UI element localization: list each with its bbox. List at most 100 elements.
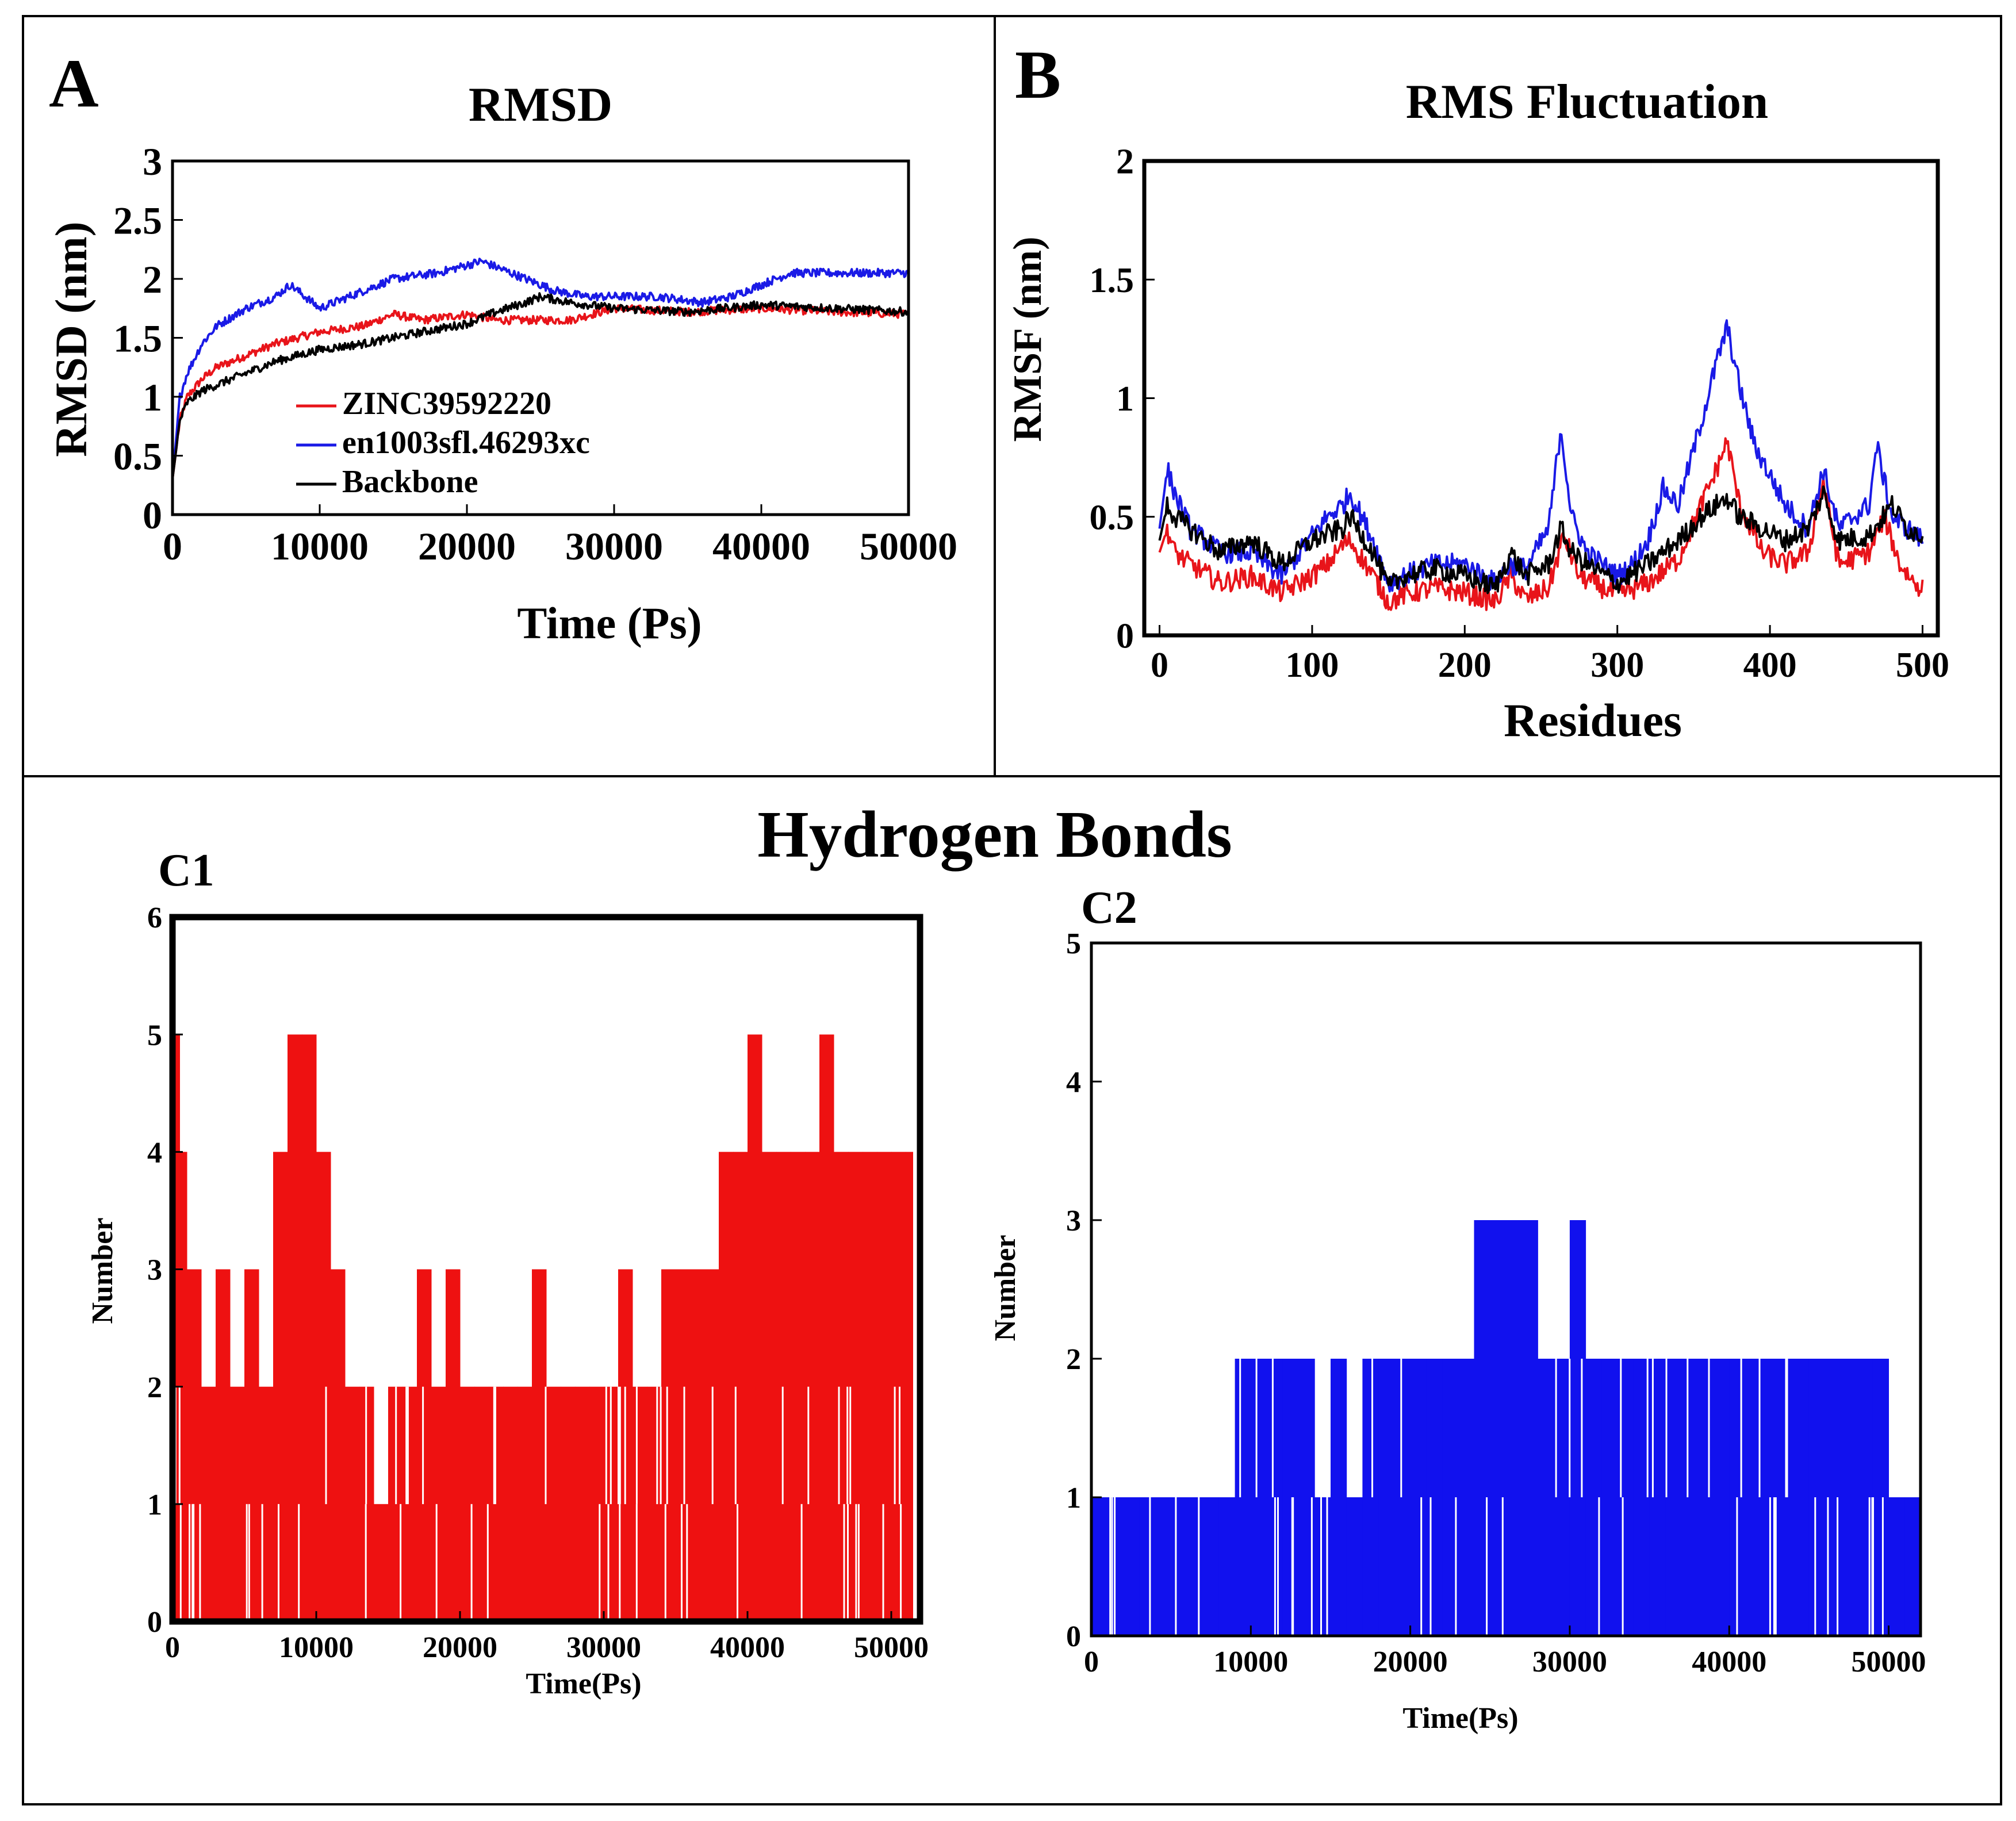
hbond-bar	[345, 1386, 360, 1621]
y-tick-label: 1	[1066, 1482, 1081, 1515]
hbond-gap	[365, 1386, 367, 1504]
rmsf-chart: 0 100 200 300 400 500 0 0.5 1 1.5 2 Residues RMSF (n…	[1006, 75, 1949, 746]
x-tick-label: 0	[163, 524, 182, 568]
hbond-gap	[1773, 1497, 1775, 1636]
hbond-gap	[781, 1386, 784, 1504]
hbond-gap	[405, 1386, 408, 1504]
hbond-bar	[647, 1386, 662, 1621]
hbond-gap	[1292, 1497, 1294, 1636]
hbond-gap	[1095, 1359, 1098, 1497]
hbond-gap	[261, 1504, 263, 1621]
hbond-bar	[1458, 1359, 1474, 1636]
hbond-bar	[1713, 1359, 1730, 1636]
hbond-bar	[503, 1386, 518, 1621]
y-tick-label: 1	[143, 375, 162, 419]
x-tick-label: 20000	[418, 524, 516, 568]
hbond-gap	[847, 1504, 849, 1621]
x-tick-label: 20000	[1373, 1646, 1448, 1678]
hbond-gap	[1229, 1359, 1232, 1497]
hbond-gap	[1646, 1359, 1649, 1497]
hbond-gap	[1622, 1497, 1624, 1636]
hbond-bar	[1203, 1497, 1220, 1636]
hbond-gap	[1872, 1497, 1874, 1636]
hbond-gap	[407, 1386, 409, 1504]
hbond-bar	[819, 1034, 834, 1621]
hbond-gap	[246, 1504, 248, 1621]
hbond-bar	[891, 1152, 906, 1621]
hbond-gap	[1736, 1497, 1738, 1636]
x-tick-label: 10000	[271, 524, 369, 568]
hbond-gap	[599, 1504, 601, 1621]
hbond-gap	[1277, 1497, 1279, 1636]
hbond-gap	[1814, 1497, 1816, 1636]
y-tick-label: 0.5	[1090, 498, 1135, 537]
hbond-bar	[776, 1152, 791, 1621]
hbond-gap	[1099, 1359, 1102, 1497]
hbond-gap	[635, 1504, 638, 1621]
hbond-gap	[1785, 1359, 1787, 1497]
hbond-gap	[1837, 1497, 1839, 1636]
hbond-bar	[316, 1152, 331, 1621]
panel-a-label: A	[49, 45, 99, 121]
hbond-bar	[1538, 1359, 1554, 1636]
y-tick-label: 0	[1116, 617, 1134, 656]
y-tick-label: 2	[1116, 143, 1134, 182]
hbond-gap	[1620, 1359, 1622, 1497]
hbond-gap	[298, 1504, 300, 1621]
hbond-gap	[1274, 1497, 1276, 1636]
x-tick-label: 200	[1438, 646, 1492, 685]
hbond-bar	[633, 1386, 647, 1621]
hbond-bar	[1904, 1497, 1921, 1636]
legend-label: Backbone	[342, 464, 478, 500]
hbond-bar	[1426, 1359, 1443, 1636]
hbond-gap	[1310, 1497, 1313, 1636]
hbond-bar	[302, 1034, 317, 1621]
hbond-gap	[857, 1504, 860, 1621]
hbond-bar	[1235, 1359, 1251, 1636]
hbond-bar	[216, 1269, 231, 1621]
hbond-bar	[546, 1386, 561, 1621]
panel-b-label: B	[1015, 36, 1061, 113]
hbond-bar	[1155, 1497, 1172, 1636]
x-tick-label: 300	[1590, 646, 1644, 685]
y-tick-label: 0	[143, 493, 162, 537]
hbond-gap	[178, 1386, 181, 1504]
hbond-bar	[417, 1269, 432, 1621]
hbond-bar	[1506, 1220, 1523, 1636]
hbond-bar	[518, 1386, 532, 1621]
hbond-gap	[248, 1504, 250, 1621]
hbond-bar	[446, 1269, 461, 1621]
hbond-gap	[199, 1504, 201, 1621]
hbond-gap	[1151, 1359, 1153, 1497]
hbond-gap	[605, 1386, 607, 1504]
hbond-gap	[191, 1504, 194, 1621]
hbond-gap	[624, 1386, 626, 1504]
y-axis-label: Number	[86, 1218, 119, 1324]
hbond-gap	[855, 1504, 857, 1621]
x-tick-label: 400	[1743, 646, 1797, 685]
hbond-gap	[1501, 1497, 1504, 1636]
chart-title: RMS Fluctuation	[1406, 75, 1768, 129]
x-tick-label: 30000	[1532, 1646, 1607, 1678]
hbond-gap	[681, 1504, 683, 1621]
hbond-gap	[737, 1504, 738, 1621]
y-tick-label: 6	[147, 902, 162, 934]
y-tick-label: 0	[1066, 1620, 1081, 1653]
hbond-gap	[899, 1386, 900, 1504]
y-tick-label: 5	[1066, 927, 1081, 960]
hbond-bar	[460, 1386, 475, 1621]
y-axis-label: Number	[989, 1235, 1022, 1341]
hbond-bar	[1665, 1359, 1682, 1636]
hbond-gap	[846, 1386, 849, 1504]
hbond-gap	[807, 1386, 810, 1504]
hbond-gap	[610, 1386, 612, 1504]
y-tick-label: 0.5	[113, 434, 162, 478]
hbond-bar	[1394, 1359, 1411, 1636]
series-line-1	[1158, 437, 1924, 611]
plot-frame	[1090, 941, 1922, 1638]
hbond-gap	[1239, 1359, 1241, 1497]
x-tick-label: 40000	[710, 1631, 785, 1664]
x-axis-label: Residues	[1504, 694, 1682, 746]
hbond-gap	[1149, 1497, 1151, 1636]
hbond-gap	[1400, 1359, 1402, 1497]
